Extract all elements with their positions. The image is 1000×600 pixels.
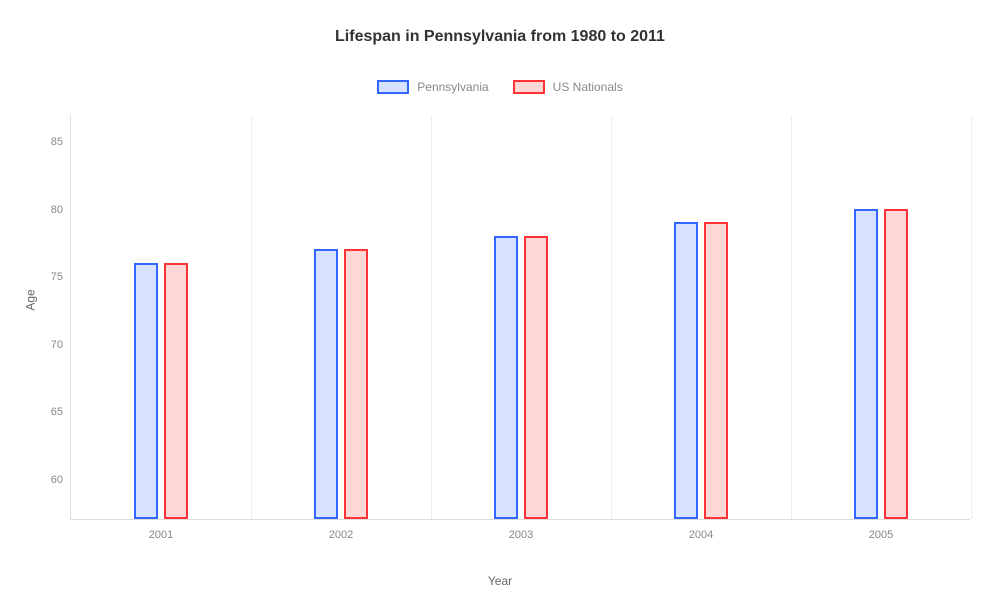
x-tick: 2005	[869, 529, 893, 541]
gridline	[791, 115, 792, 519]
gridline	[251, 115, 252, 519]
bar-us-nationals	[884, 209, 908, 520]
chart-container: Lifespan in Pennsylvania from 1980 to 20…	[0, 0, 1000, 600]
plot-area: 60657075808520012002200320042005	[70, 115, 970, 520]
y-tick: 60	[51, 474, 63, 486]
y-tick: 85	[51, 136, 63, 148]
bar-pennsylvania	[314, 249, 338, 519]
x-tick: 2004	[689, 529, 713, 541]
x-axis-label: Year	[0, 574, 1000, 588]
bar-pennsylvania	[494, 236, 518, 520]
gridline	[611, 115, 612, 519]
bar-pennsylvania	[854, 209, 878, 520]
y-tick: 70	[51, 339, 63, 351]
legend-item-us-nationals: US Nationals	[513, 80, 623, 94]
y-axis-label: Age	[24, 289, 38, 310]
gridline	[431, 115, 432, 519]
x-tick: 2003	[509, 529, 533, 541]
legend-item-pennsylvania: Pennsylvania	[377, 80, 488, 94]
gridline	[971, 115, 972, 519]
chart-title: Lifespan in Pennsylvania from 1980 to 20…	[0, 28, 1000, 46]
bar-pennsylvania	[674, 222, 698, 519]
legend-swatch-us-nationals	[513, 80, 545, 94]
x-tick: 2002	[329, 529, 353, 541]
bar-us-nationals	[164, 263, 188, 520]
legend-label: Pennsylvania	[417, 80, 488, 94]
legend-swatch-pennsylvania	[377, 80, 409, 94]
legend-label: US Nationals	[553, 80, 623, 94]
y-tick: 80	[51, 204, 63, 216]
legend: Pennsylvania US Nationals	[0, 80, 1000, 94]
bar-pennsylvania	[134, 263, 158, 520]
y-tick: 75	[51, 271, 63, 283]
bar-us-nationals	[704, 222, 728, 519]
y-tick: 65	[51, 406, 63, 418]
bar-us-nationals	[344, 249, 368, 519]
x-tick: 2001	[149, 529, 173, 541]
bar-us-nationals	[524, 236, 548, 520]
